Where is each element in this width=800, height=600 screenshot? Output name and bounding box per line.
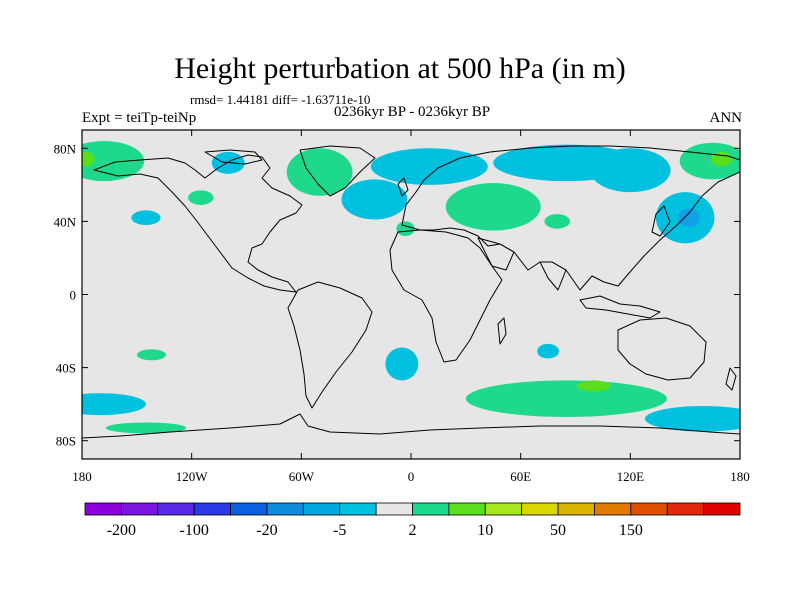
colorbar-swatch — [375, 502, 413, 516]
coastline-india — [539, 261, 567, 291]
y-tick-label: 80N — [54, 141, 77, 156]
anomaly-pos-npac-west-core — [82, 151, 95, 167]
x-tick-label: 120E — [617, 469, 645, 484]
colorbar-swatch — [120, 502, 159, 516]
rmsd-diff-stats: rmsd= 1.44181 diff= -1.63711e-10 — [190, 92, 371, 107]
colorbar-label: -5 — [333, 522, 346, 539]
anomaly-neg-east-asia-core — [677, 208, 700, 227]
colorbar-swatch — [448, 502, 486, 516]
anomaly-pos-far-east — [679, 142, 740, 180]
coastline-madagascar — [497, 317, 507, 345]
x-tick-label: 60E — [510, 469, 531, 484]
coastline-antarctica — [82, 413, 740, 459]
period-label: 0236kyr BP - 0236kyr BP — [333, 104, 491, 120]
anomaly-neg-south-atlantic — [385, 347, 419, 381]
anomaly-neg-indian — [537, 343, 560, 359]
colorbar-swatch — [266, 502, 304, 516]
anomaly-neg-atlantic-arc-north — [370, 148, 488, 185]
x-tick-label: 60W — [289, 469, 315, 484]
colorbar-swatch — [630, 502, 668, 516]
colorbar-swatch — [302, 502, 341, 516]
colorbar-swatch — [193, 502, 231, 516]
coastline-africa — [389, 229, 503, 363]
colorbar-swatch — [484, 502, 523, 516]
colorbar-swatch — [230, 502, 268, 516]
anomaly-pos-central-asia — [544, 214, 571, 229]
colorbar-label: 10 — [477, 522, 493, 539]
coastlines — [82, 145, 740, 459]
map-title: Height perturbation at 500 hPa (in m) — [174, 52, 626, 85]
experiment-label: Expt = teiTp-teiNp — [82, 110, 197, 126]
colorbar-swatch — [157, 502, 195, 516]
coastline-japan — [651, 205, 671, 237]
x-tick-label: 180 — [72, 469, 92, 484]
coastline-north-america — [93, 154, 303, 293]
coastline-new-zealand — [725, 367, 737, 391]
season-label: ANN — [709, 110, 743, 126]
coastline-arctic-islands — [204, 149, 263, 165]
colorbar-label: 150 — [619, 522, 643, 539]
anomaly-pos-southern-ocean-core — [577, 380, 611, 392]
anomaly-pos-nw-canada — [188, 190, 214, 205]
anomaly-neg-pac-east — [131, 210, 161, 226]
colorbar-label: 2 — [409, 522, 417, 539]
coastline-greenland — [299, 145, 376, 197]
colorbar: -200 -100 -20 -5 2 10 50 150 — [84, 502, 741, 539]
colorbar-swatch — [666, 502, 705, 516]
anomaly-pos-south-pacific-far — [105, 422, 187, 434]
colorbar-swatch — [703, 502, 741, 516]
colorbar-swatch — [84, 502, 122, 516]
colorbar-swatch — [412, 502, 450, 516]
x-tick-label: 0 — [408, 469, 415, 484]
y-tick-label: 40S — [56, 361, 76, 376]
coastline-indonesia — [579, 295, 661, 319]
colorbar-label: -200 — [107, 522, 136, 539]
colorbar-swatch — [557, 502, 595, 516]
colorbar-label: 50 — [550, 522, 566, 539]
anomaly-neg-southern-ocean-west — [82, 393, 146, 416]
anomaly-pos-greenland — [286, 148, 353, 196]
y-tick-label: 80S — [56, 434, 76, 449]
x-tick-label: 120W — [176, 469, 209, 484]
colorbar-label: -100 — [180, 522, 209, 539]
y-tick-label: 0 — [70, 288, 77, 303]
colorbar-swatch — [594, 502, 632, 516]
colorbar-swatch — [339, 502, 377, 516]
colorbar-label: -20 — [256, 522, 277, 539]
anomaly-neg-siberia-east — [590, 148, 671, 193]
colorbar-swatch — [521, 502, 559, 516]
coastline-eurasia — [401, 145, 740, 291]
anomaly-pos-iberia — [396, 221, 415, 237]
anomaly-neg-southern-ocean-east — [644, 405, 740, 432]
anomaly-pos-south-pacific — [136, 349, 167, 361]
coastline-arabia — [477, 237, 515, 271]
x-tick-label: 180 — [730, 469, 750, 484]
map-axes: 180 120W 60W 0 60E 120E 180 80N 40N 0 40S 80S — [54, 130, 750, 484]
anomaly-pos-southern-ocean — [465, 380, 667, 417]
coastline-south-america — [287, 281, 373, 409]
y-tick-label: 40N — [54, 214, 77, 229]
anomaly-neg-atlantic-arc — [341, 179, 408, 220]
coastline-australia — [617, 317, 707, 381]
anomaly-pos-europe — [445, 183, 541, 231]
coastline-british-isles — [397, 177, 409, 197]
